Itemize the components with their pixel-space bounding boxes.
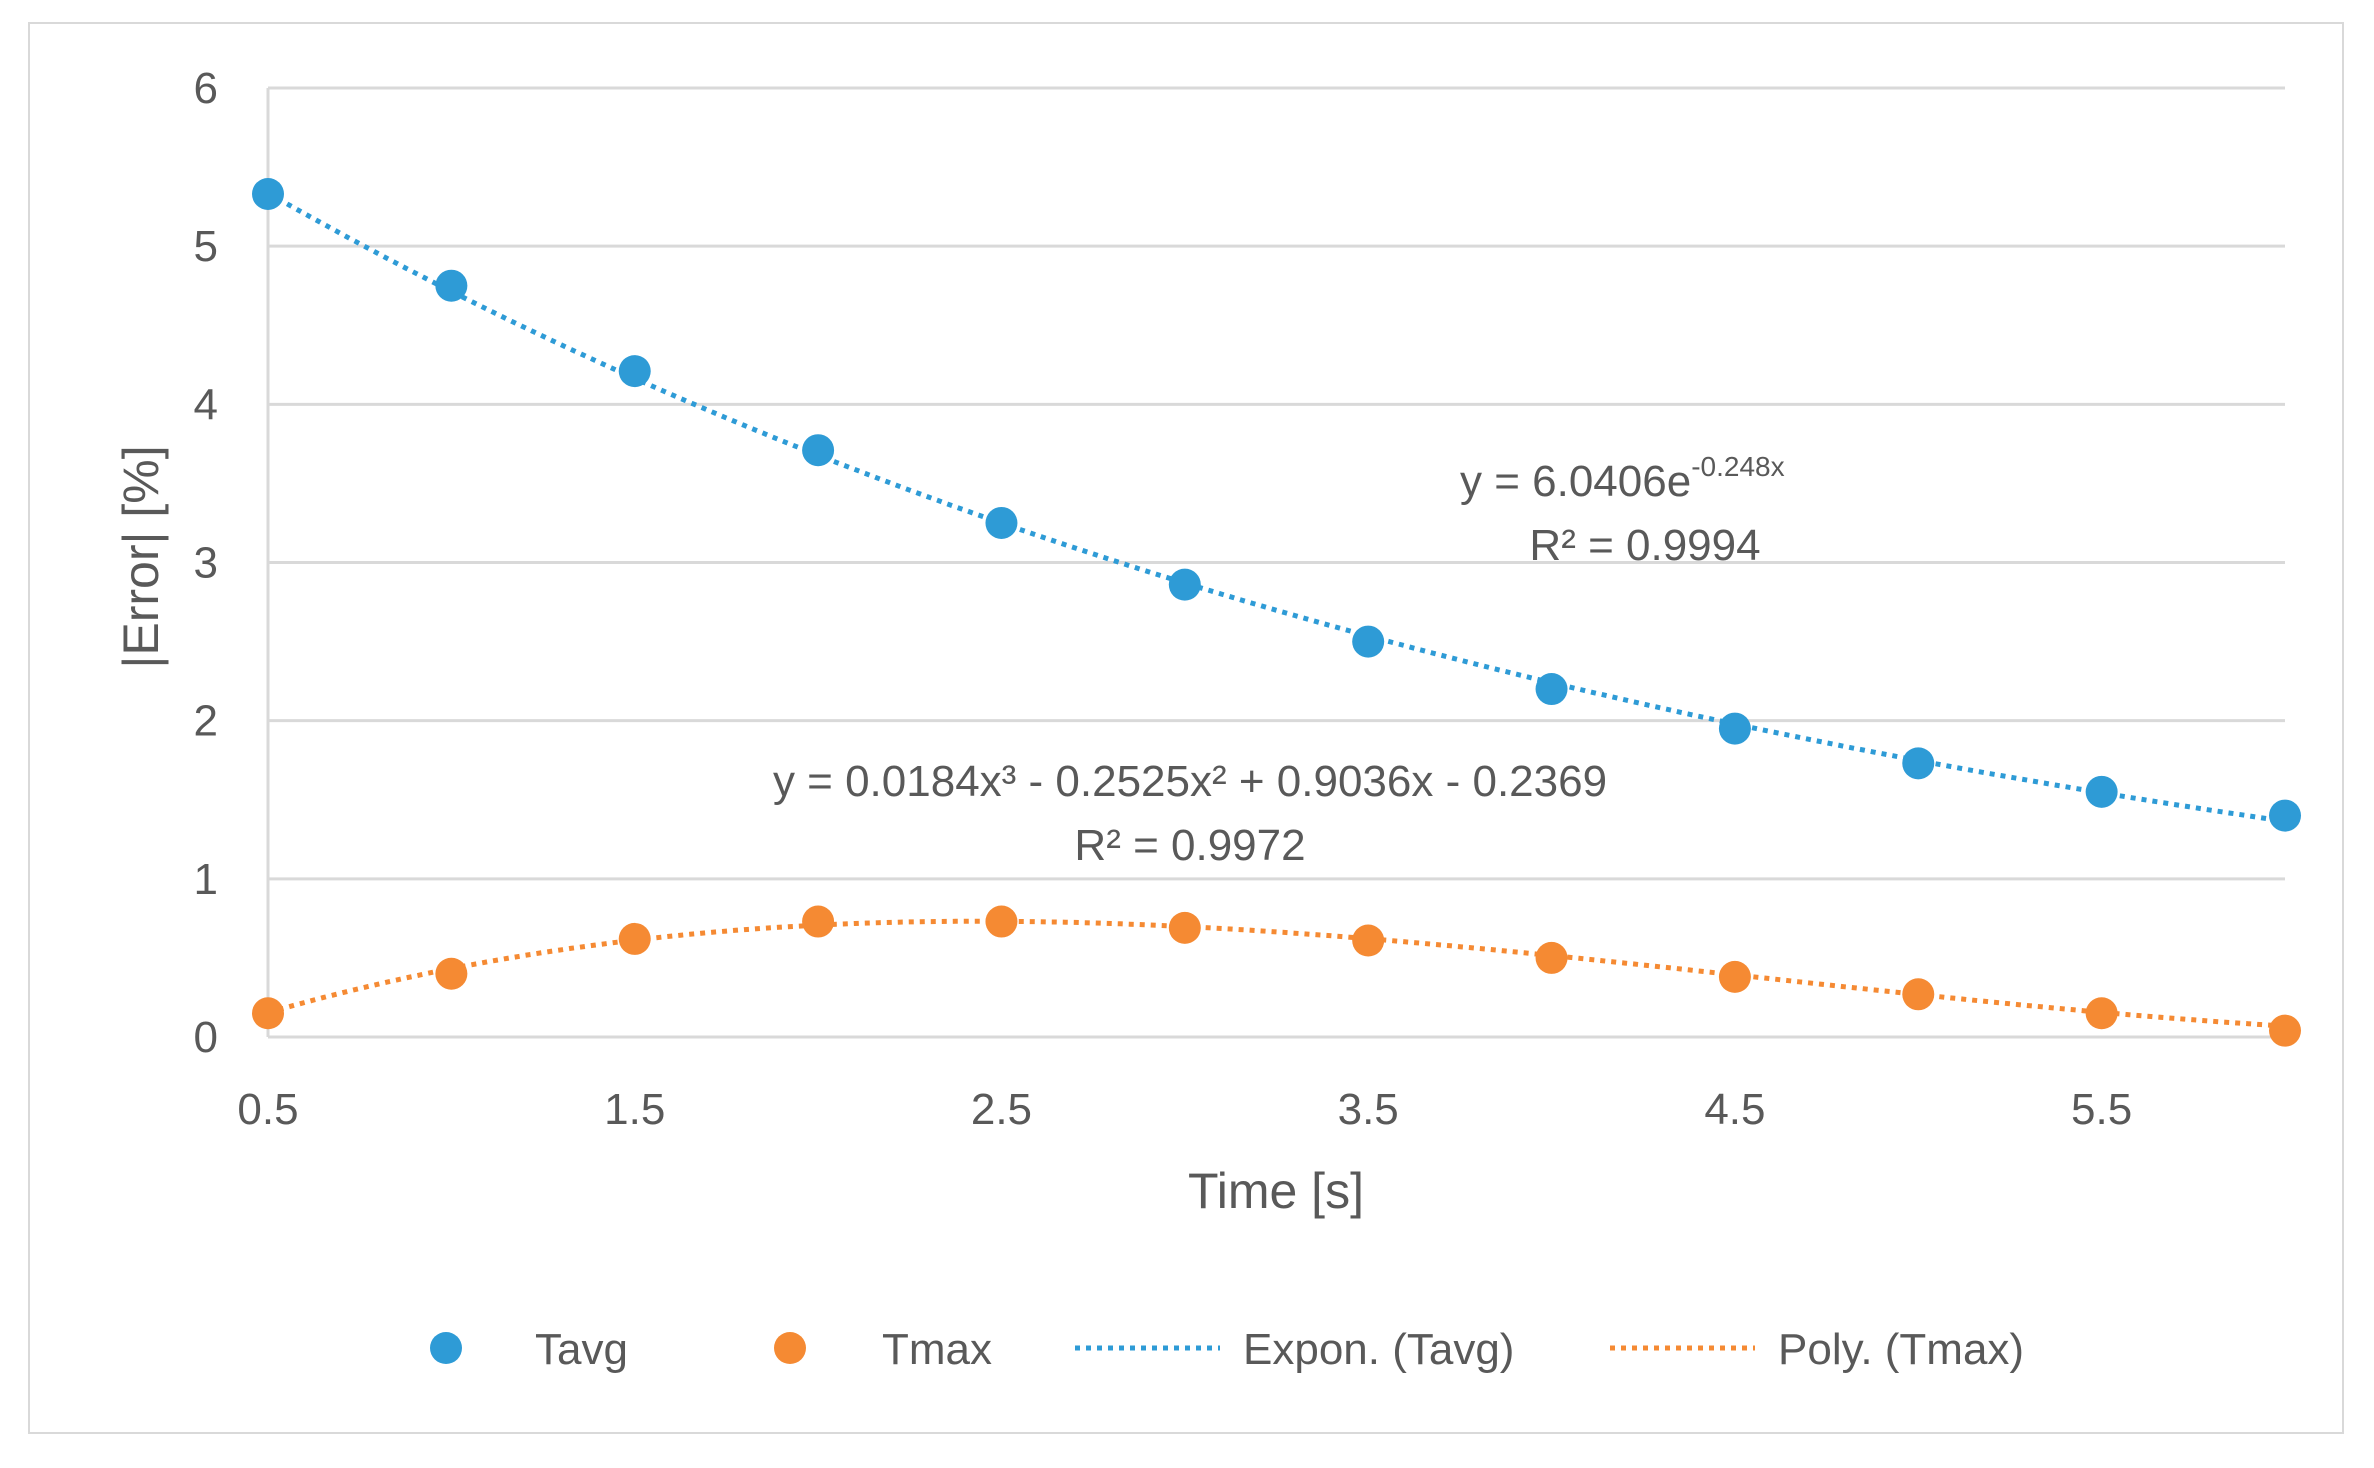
y-tick-5: 5 bbox=[194, 222, 218, 271]
trendlines bbox=[266, 190, 2286, 1029]
x-tick-1.5: 1.5 bbox=[604, 1085, 665, 1134]
exp-equation-exponent: -0.248x bbox=[1691, 451, 1784, 482]
y-tick-6: 6 bbox=[194, 64, 218, 113]
data-points bbox=[252, 177, 2301, 1047]
legend-marker-tmax bbox=[774, 1332, 806, 1364]
point-tavg-6 bbox=[1352, 625, 1385, 658]
poly-r2-label: R² = 0.9972 bbox=[1074, 821, 1305, 870]
x-tick-2.5: 2.5 bbox=[971, 1085, 1032, 1134]
chart-frame bbox=[28, 22, 2344, 1434]
x-tick-0.5: 0.5 bbox=[237, 1085, 298, 1134]
legend-label-tavg: Tavg bbox=[535, 1325, 628, 1374]
point-tavg-2 bbox=[618, 355, 651, 388]
trendline-exponential bbox=[266, 190, 2286, 824]
y-tick-labels: 0 1 2 3 4 5 6 bbox=[194, 64, 218, 1062]
y-tick-2: 2 bbox=[194, 697, 218, 746]
exp-equation-label: y = 6.0406e-0.248x bbox=[1460, 451, 1785, 506]
point-tmax-8 bbox=[1718, 960, 1751, 993]
exp-r2-label: R² = 0.9994 bbox=[1529, 521, 1760, 570]
point-tavg-8 bbox=[1718, 712, 1751, 745]
legend-label-expon: Expon. (Tavg) bbox=[1243, 1325, 1514, 1374]
point-tmax-3 bbox=[802, 905, 835, 938]
x-tick-5.5: 5.5 bbox=[2071, 1085, 2132, 1134]
point-tavg-1 bbox=[435, 269, 468, 302]
point-tmax-7 bbox=[1535, 941, 1568, 974]
y-tick-4: 4 bbox=[194, 380, 218, 429]
legend-marker-tavg bbox=[430, 1332, 462, 1364]
point-tmax-9 bbox=[1902, 978, 1935, 1011]
point-tmax-11 bbox=[2269, 1014, 2301, 1047]
point-tmax-4 bbox=[985, 905, 1018, 938]
point-tavg-3 bbox=[802, 434, 835, 467]
point-tavg-0 bbox=[252, 177, 284, 210]
x-tick-4.5: 4.5 bbox=[1704, 1085, 1765, 1134]
point-tmax-2 bbox=[618, 922, 651, 955]
point-tavg-5 bbox=[1168, 568, 1201, 601]
point-tavg-7 bbox=[1535, 673, 1568, 706]
x-axis-title: Time [s] bbox=[1188, 1163, 1364, 1219]
trendline-polynomial bbox=[267, 918, 2286, 1029]
x-tick-3.5: 3.5 bbox=[1338, 1085, 1399, 1134]
x-tick-labels: 0.5 1.5 2.5 3.5 4.5 5.5 bbox=[237, 1085, 2132, 1134]
point-tmax-1 bbox=[435, 957, 468, 990]
y-tick-0: 0 bbox=[194, 1013, 218, 1062]
point-tmax-6 bbox=[1352, 924, 1385, 957]
y-axis-title: |Error| [%] bbox=[113, 445, 169, 668]
legend-label-poly: Poly. (Tmax) bbox=[1778, 1325, 2024, 1374]
gridlines bbox=[266, 86, 2285, 1039]
point-tavg-4 bbox=[985, 506, 1018, 539]
point-tavg-11 bbox=[2269, 799, 2301, 832]
y-tick-1: 1 bbox=[194, 855, 218, 904]
poly-equation-label: y = 0.0184x³ - 0.2525x² + 0.9036x - 0.23… bbox=[773, 757, 1607, 806]
point-tmax-10 bbox=[2085, 997, 2118, 1030]
legend: Tavg Tmax Expon. (Tavg) Poly. (Tmax) bbox=[430, 1325, 2024, 1374]
point-tmax-5 bbox=[1168, 911, 1201, 944]
legend-label-tmax: Tmax bbox=[882, 1325, 992, 1374]
point-tavg-10 bbox=[2085, 775, 2118, 808]
exp-equation-prefix: y = 6.0406e bbox=[1460, 457, 1691, 506]
point-tavg-9 bbox=[1902, 747, 1935, 780]
point-tmax-0 bbox=[252, 997, 284, 1030]
y-tick-3: 3 bbox=[194, 539, 218, 588]
